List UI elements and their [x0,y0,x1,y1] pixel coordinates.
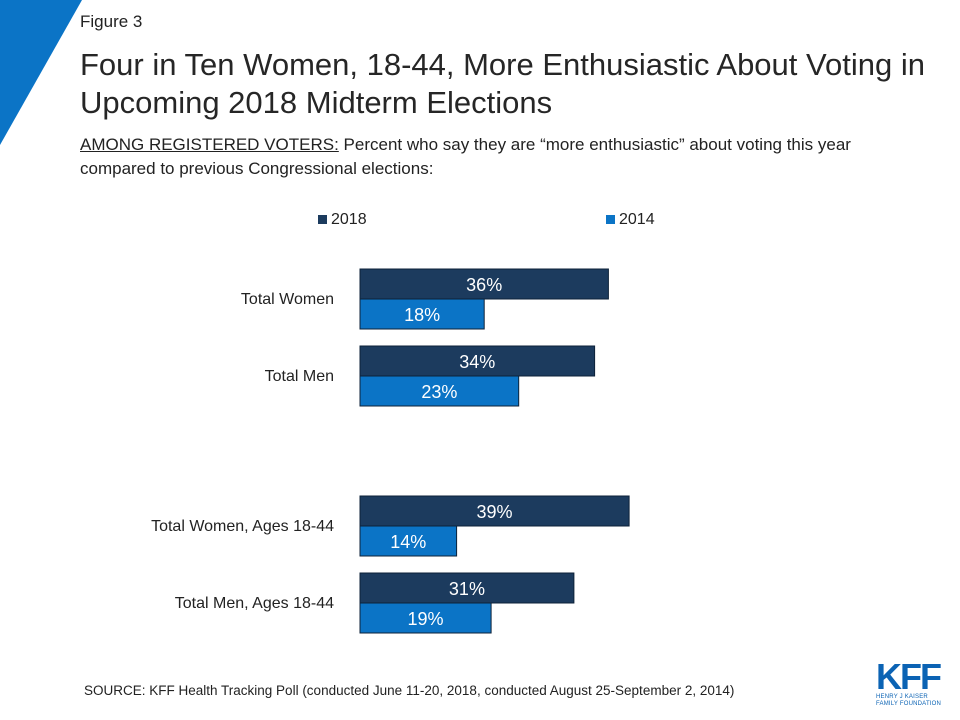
data-label-2018: 39% [477,502,513,522]
data-label-2018: 31% [449,579,485,599]
bar-2018 [359,495,630,527]
subtitle-lead: AMONG REGISTERED VOTERS: [80,135,339,154]
bar-2018 [359,345,596,377]
subtitle-text: Percent who say they are “more enthusias… [80,135,851,178]
data-label-2018: 34% [459,352,495,372]
data-label-2014: 23% [421,382,457,402]
bar-2014 [359,525,458,557]
bar-2014 [359,602,492,634]
kff-logo: KFF HENRY J KAISER FAMILY FOUNDATION [876,656,946,712]
bar-chart: 2018 2014 Total Women 36% 18% Total Men 34%23%… [151,211,655,634]
category-label: Total Men [265,368,334,385]
bar-2014 [359,298,485,330]
corner-accent [0,0,82,145]
data-label-2014: 18% [404,305,440,325]
bar-2014 [359,375,520,407]
category-label: Total Men, Ages 18-44 [175,595,334,612]
chart-title: Four in Ten Women, 18-44, More Enthusias… [80,47,925,120]
bar-2018 [359,268,609,300]
legend-swatch-2018 [318,215,327,224]
data-label-2018: 36% [466,275,502,295]
logo-line-1: HENRY J KAISER [876,694,928,700]
legend-label-2018: 2018 [331,211,367,228]
category-label: Total Women, Ages 18-44 [151,518,334,535]
figure-label: Figure 3 [80,12,143,31]
logo-wordmark: KFF [876,656,942,697]
logo-line-2: FAMILY FOUNDATION [876,701,942,707]
data-label-2014: 19% [408,609,444,629]
legend-swatch-2014 [606,215,615,224]
data-label-2014: 14% [390,532,426,552]
chart-subtitle: AMONG REGISTERED VOTERS: Percent who say… [80,133,920,181]
source-note: SOURCE: KFF Health Tracking Poll (conduc… [84,683,735,698]
legend-label-2014: 2014 [619,211,655,228]
category-label: Total Women [241,291,334,308]
